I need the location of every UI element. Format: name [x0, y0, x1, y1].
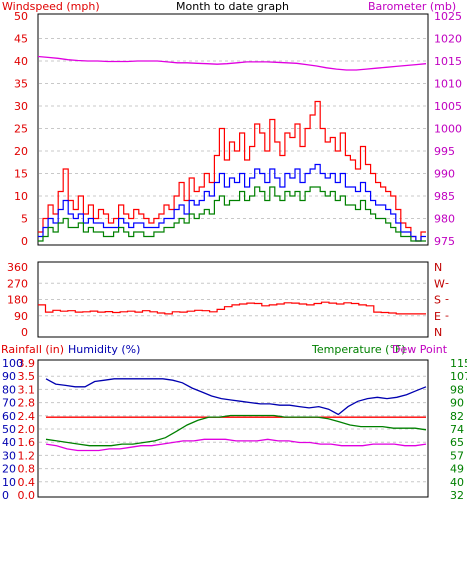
humidity-y-tick-label: 60: [2, 410, 16, 423]
rainfall-y-tick-label: 3.1: [18, 383, 36, 396]
direction-compass-dash: -: [445, 276, 449, 289]
humidity-y-tick-label: 10: [2, 476, 16, 489]
barometer-y-tick-label: 980: [434, 213, 455, 226]
barometer-y-tick-label: 1015: [434, 55, 462, 68]
wind-axis-title: Windspeed (mph): [2, 0, 100, 13]
temperature-y-tick-label: 32: [450, 489, 464, 502]
humidity-y-tick-label: 20: [2, 463, 16, 476]
rainfall-y-tick-label: 2.0: [18, 423, 36, 436]
chart-title: Month to date graph: [176, 0, 289, 13]
humidity-y-tick-label: 0: [2, 489, 9, 502]
dewpoint-axis-title: Dew Point: [392, 343, 448, 356]
temperature-y-tick-label: 49: [450, 463, 464, 476]
rainfall-y-tick-label: 0.4: [18, 476, 36, 489]
barometer-y-tick-label: 1020: [434, 33, 462, 46]
temperature-y-tick-label: 82: [450, 410, 464, 423]
rainfall-y-tick-label: 1.2: [18, 449, 36, 462]
rainfall-y-tick-label: 1.6: [18, 436, 36, 449]
direction-compass-label: N: [434, 326, 442, 339]
wind-y-tick-label: 40: [14, 55, 28, 68]
direction-compass-label: S: [434, 294, 441, 307]
barometer-axis-title: Barometer (mb): [368, 0, 456, 13]
wind-y-tick-label: 0: [21, 235, 28, 248]
temperature-y-tick-label: 107: [450, 370, 467, 383]
barometer-y-tick-label: 990: [434, 168, 455, 181]
wind-y-tick-label: 15: [14, 168, 28, 181]
rainfall-y-tick-label: 0.8: [18, 463, 36, 476]
barometer-y-tick-label: 1005: [434, 100, 462, 113]
humidity-y-tick-label: 90: [2, 370, 16, 383]
direction-compass-label: N: [434, 261, 442, 274]
wind-y-tick-label: 20: [14, 145, 28, 158]
temperature-y-tick-label: 40: [450, 476, 464, 489]
wind-min-series-line: [38, 186, 426, 242]
direction-y-tick-label: 180: [7, 294, 28, 307]
wind-y-tick-label: 5: [21, 213, 28, 226]
direction-compass-label: W: [434, 277, 445, 290]
temp-series-line: [45, 414, 427, 447]
wind-y-tick-label: 30: [14, 100, 28, 113]
humidity-y-tick-label: 50: [2, 423, 16, 436]
humidity-y-tick-label: 40: [2, 436, 16, 449]
wind-barometer-panel: Windspeed (mph) Month to date graph Baro…: [2, 0, 462, 248]
direction-compass-label: E: [434, 310, 441, 323]
temperature-y-tick-label: 90: [450, 397, 464, 410]
barometer-y-tick-label: 995: [434, 145, 455, 158]
humidity-axis-title: Humidity (%): [68, 343, 140, 356]
barometer-y-tick-label: 975: [434, 235, 455, 248]
rainfall-axis-title: Rainfall (in): [1, 343, 64, 356]
rainfall-y-tick-label: 2.4: [18, 410, 36, 423]
temperature-y-tick-label: 74: [450, 423, 464, 436]
temperature-y-tick-label: 98: [450, 383, 464, 396]
wind-direction-series-line: [38, 301, 426, 315]
wind-y-tick-label: 50: [14, 10, 28, 23]
direction-y-tick-label: 360: [7, 261, 28, 274]
rainfall-y-tick-label: 0.0: [18, 489, 36, 502]
humidity-y-tick-label: 70: [2, 397, 16, 410]
direction-y-tick-label: 90: [14, 310, 28, 323]
wind-y-tick-label: 45: [14, 33, 28, 46]
direction-y-tick-label: 270: [7, 277, 28, 290]
temperature-y-tick-label: 57: [450, 449, 464, 462]
barometer-series-line: [37, 55, 427, 71]
temperature-axis-title: Temperature (°F): [311, 343, 406, 356]
barometer-y-tick-label: 1010: [434, 78, 462, 91]
dew-series-line: [45, 438, 427, 452]
wind-y-tick-label: 25: [14, 123, 28, 136]
humidity-y-tick-label: 80: [2, 383, 16, 396]
rainfall-y-tick-label: 3.5: [18, 370, 36, 383]
temperature-y-tick-label: 115: [450, 357, 467, 370]
humidity-y-tick-label: 30: [2, 449, 16, 462]
rain-humidity-temp-panel: Rainfall (in) Humidity (%) Temperature (…: [1, 343, 467, 502]
wind-gust-series-line: [38, 100, 426, 242]
direction-y-tick-label: 0: [21, 326, 28, 339]
wind-y-tick-label: 10: [14, 190, 28, 203]
wind-avg-series-line: [38, 163, 426, 242]
wind-panel-frame: [37, 13, 429, 246]
temperature-y-tick-label: 65: [450, 436, 464, 449]
humidity-series-line: [45, 378, 427, 416]
rainfall-y-tick-label: 3.9: [18, 357, 36, 370]
direction-compass-dash: -: [445, 293, 449, 306]
direction-compass-dash: -: [445, 309, 449, 322]
barometer-y-tick-label: 985: [434, 190, 455, 203]
humidity-y-tick-label: 100: [2, 357, 23, 370]
barometer-y-tick-label: 1025: [434, 10, 462, 23]
wind-y-tick-label: 35: [14, 78, 28, 91]
rainfall-y-tick-label: 2.8: [18, 397, 36, 410]
barometer-y-tick-label: 1000: [434, 123, 462, 136]
